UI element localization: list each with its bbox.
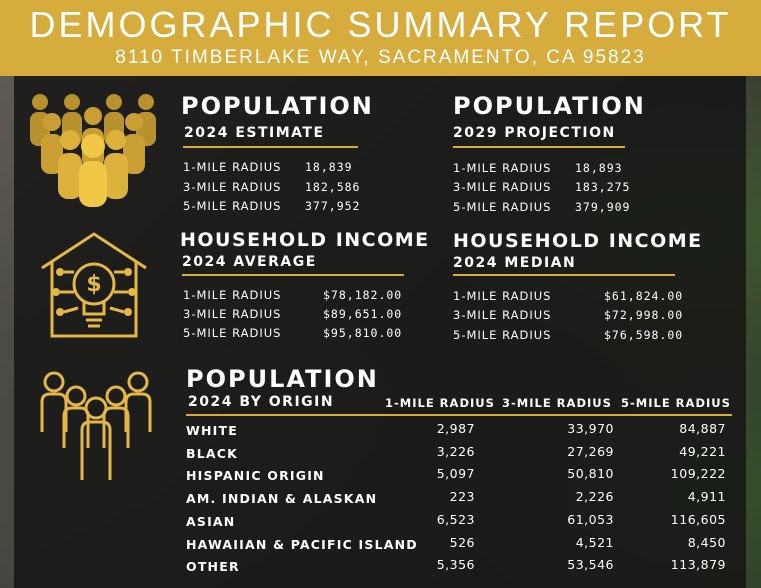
origin-row-label: HISPANIC ORIGIN xyxy=(186,468,325,483)
report-address: 8110 TIMBERLAKE WAY, SACRAMENTO, CA 9582… xyxy=(115,47,646,68)
income-average-label-2: 3-MILE RADIUS xyxy=(183,307,282,321)
origin-row-value: 8,450 xyxy=(687,535,726,550)
report-header: DEMOGRAPHIC SUMMARY REPORT 8110 TIMBERLA… xyxy=(0,0,761,76)
origin-row-label: OTHER xyxy=(186,559,240,574)
income-median-subtitle: 2024 MEDIAN xyxy=(453,255,577,271)
population-2024-label-3: 5-MILE RADIUS xyxy=(183,199,282,213)
income-median-value-3: $76,598.00 xyxy=(604,328,684,342)
origin-row-value: 33,970 xyxy=(567,421,614,436)
population-2024-value-2: 182,586 xyxy=(305,180,361,194)
population-2029-value-3: 379,909 xyxy=(575,200,631,214)
income-average-value-3: $95,810.00 xyxy=(323,326,403,340)
population-2029-value-1: 18,893 xyxy=(575,161,623,175)
origin-title: POPULATION xyxy=(186,365,379,393)
population-2024-value-3: 377,952 xyxy=(305,199,361,213)
population-2024-rule xyxy=(183,146,358,148)
origin-row-value: 4,521 xyxy=(575,535,614,550)
house-lightbulb-icon: $ xyxy=(41,232,147,338)
origin-row-label: HAWAIIAN & PACIFIC ISLAND xyxy=(186,537,418,552)
population-2029-label-2: 3-MILE RADIUS xyxy=(453,180,552,194)
origin-row-value: 50,810 xyxy=(567,466,614,481)
origin-row-label: AM. INDIAN & ALASKAN xyxy=(186,491,378,506)
income-average-value-1: $78,182.00 xyxy=(323,288,403,302)
origin-row-value: 4,911 xyxy=(687,489,726,504)
origin-column-3mile: 3-MILE RADIUS xyxy=(502,396,612,410)
origin-row-value: 6,523 xyxy=(436,512,475,527)
population-2024-value-1: 18,839 xyxy=(305,160,353,174)
income-median-value-1: $61,824.00 xyxy=(604,289,684,303)
population-2029-label-1: 1-MILE RADIUS xyxy=(453,161,552,175)
income-average-title: HOUSEHOLD INCOME xyxy=(180,229,430,251)
income-median-rule xyxy=(453,274,675,276)
origin-row-value: 113,879 xyxy=(670,557,726,572)
people-group-icon xyxy=(40,371,152,480)
origin-row-value: 27,269 xyxy=(567,444,614,459)
origin-row-label: ASIAN xyxy=(186,514,236,529)
crowd-icon xyxy=(30,94,156,207)
population-2029-subtitle: 2029 PROJECTION xyxy=(453,125,616,141)
income-median-value-2: $72,998.00 xyxy=(604,308,684,322)
income-average-rule xyxy=(182,274,404,276)
population-2029-rule xyxy=(453,146,625,148)
origin-row-value: 5,356 xyxy=(436,557,475,572)
origin-row-value: 116,605 xyxy=(670,512,726,527)
population-2029-label-3: 5-MILE RADIUS xyxy=(453,200,552,214)
population-2024-label-1: 1-MILE RADIUS xyxy=(183,160,282,174)
income-average-label-3: 5-MILE RADIUS xyxy=(183,326,282,340)
population-2024-title: POPULATION xyxy=(181,92,374,120)
income-median-label-3: 5-MILE RADIUS xyxy=(453,328,552,342)
population-2029-title: POPULATION xyxy=(453,92,646,120)
origin-rule xyxy=(186,414,732,416)
origin-row-value: 3,226 xyxy=(436,444,475,459)
origin-row-value: 61,053 xyxy=(567,512,614,527)
income-median-label-2: 3-MILE RADIUS xyxy=(453,308,552,322)
income-average-subtitle: 2024 AVERAGE xyxy=(182,254,317,270)
origin-row-value: 109,222 xyxy=(670,466,726,481)
income-median-label-1: 1-MILE RADIUS xyxy=(453,289,552,303)
origin-row-label: BLACK xyxy=(186,446,239,461)
origin-row-value: 5,097 xyxy=(436,466,475,481)
population-2024-label-2: 3-MILE RADIUS xyxy=(183,180,282,194)
origin-row-value: 49,221 xyxy=(679,444,726,459)
origin-column-5mile: 5-MILE RADIUS xyxy=(621,396,731,410)
origin-row-label: WHITE xyxy=(186,423,238,438)
report-title: DEMOGRAPHIC SUMMARY REPORT xyxy=(29,4,732,45)
origin-subtitle: 2024 BY ORIGIN xyxy=(188,394,335,410)
income-average-label-1: 1-MILE RADIUS xyxy=(183,288,282,302)
origin-row-value: 2,226 xyxy=(575,489,614,504)
population-2024-subtitle: 2024 ESTIMATE xyxy=(184,125,325,141)
income-median-title: HOUSEHOLD INCOME xyxy=(453,230,703,252)
origin-row-value: 223 xyxy=(449,489,475,504)
svg-text:$: $ xyxy=(86,272,101,297)
population-2029-value-2: 183,275 xyxy=(575,180,631,194)
income-average-value-2: $89,651.00 xyxy=(323,307,403,321)
origin-row-value: 84,887 xyxy=(679,421,726,436)
origin-column-1mile: 1-MILE RADIUS xyxy=(385,396,495,410)
origin-row-value: 526 xyxy=(449,535,475,550)
origin-row-value: 53,546 xyxy=(567,557,614,572)
origin-row-value: 2,987 xyxy=(436,421,475,436)
